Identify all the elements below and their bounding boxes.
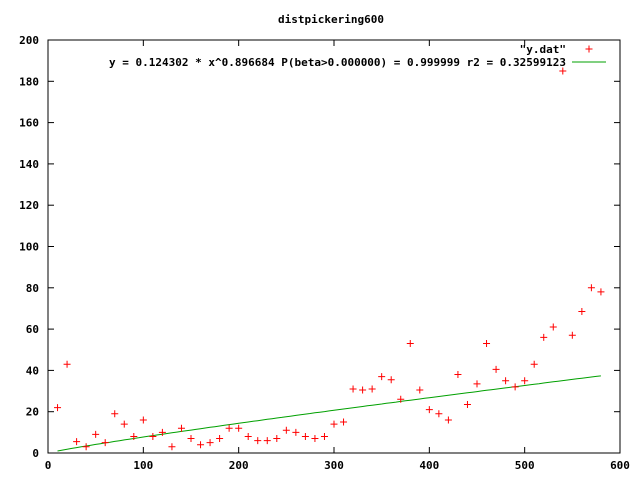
data-point — [111, 410, 119, 418]
data-point — [158, 428, 166, 436]
data-point — [378, 373, 386, 381]
data-point — [320, 432, 328, 440]
y-tick-label: 200 — [19, 34, 39, 47]
data-point — [511, 383, 519, 391]
y-tick-label: 180 — [19, 75, 39, 88]
data-point — [149, 432, 157, 440]
data-point — [82, 443, 90, 451]
y-tick-label: 160 — [19, 117, 39, 130]
data-point — [406, 340, 414, 348]
x-tick-label: 0 — [45, 459, 52, 472]
data-point — [492, 365, 500, 373]
data-point — [292, 428, 300, 436]
data-point — [206, 439, 214, 447]
legend-marker-points — [585, 45, 593, 53]
data-point — [187, 435, 195, 443]
data-point — [120, 420, 128, 428]
fit-curve — [57, 375, 601, 452]
data-point — [244, 432, 252, 440]
data-point — [397, 395, 405, 403]
data-point — [235, 424, 243, 432]
data-point — [483, 340, 491, 348]
data-point — [444, 416, 452, 424]
data-point — [425, 406, 433, 414]
x-tick-label: 300 — [324, 459, 344, 472]
data-point — [63, 360, 71, 368]
data-point — [568, 331, 576, 339]
data-point — [340, 418, 348, 426]
y-tick-label: 80 — [26, 282, 39, 295]
legend-label-fit: y = 0.124302 * x^0.896684 P(beta>0.00000… — [109, 56, 566, 69]
y-tick-label: 120 — [19, 199, 39, 212]
data-point — [101, 439, 109, 447]
data-point — [521, 377, 529, 385]
y-tick-label: 60 — [26, 323, 39, 336]
data-point — [197, 441, 205, 449]
x-tick-label: 600 — [610, 459, 630, 472]
y-tick-label: 100 — [19, 241, 39, 254]
data-point — [54, 404, 62, 412]
data-point — [578, 308, 586, 316]
data-points — [54, 67, 605, 451]
data-point — [349, 385, 357, 393]
data-point — [254, 437, 262, 445]
plot-frame — [47, 39, 621, 454]
legend: "y.dat" y = 0.124302 * x^0.896684 P(beta… — [109, 43, 606, 69]
data-point — [559, 67, 567, 75]
data-point — [311, 435, 319, 443]
data-point — [216, 435, 224, 443]
data-point — [473, 380, 481, 388]
x-tick-label: 200 — [229, 459, 249, 472]
data-point — [540, 333, 548, 341]
data-point — [597, 288, 605, 296]
data-point — [168, 443, 176, 451]
data-point — [359, 386, 367, 394]
data-point — [330, 420, 338, 428]
data-point — [435, 410, 443, 418]
fit-curve-layer — [57, 375, 601, 452]
y-tick-label: 140 — [19, 158, 39, 171]
data-point — [368, 385, 376, 393]
data-point — [587, 284, 595, 292]
data-point — [530, 360, 538, 368]
data-point — [549, 323, 557, 331]
data-point — [139, 416, 147, 424]
x-tick-label: 400 — [419, 459, 439, 472]
data-point — [177, 424, 185, 432]
data-point — [301, 432, 309, 440]
data-point — [225, 424, 233, 432]
data-point — [387, 376, 395, 384]
legend-plus-marker — [585, 45, 593, 53]
legend-label-points: "y.dat" — [520, 43, 566, 56]
x-tick-label: 100 — [133, 459, 153, 472]
axes — [47, 39, 621, 454]
data-point — [73, 438, 81, 446]
chart-title: distpickering600 — [278, 13, 384, 26]
data-point — [282, 426, 290, 434]
data-point — [463, 400, 471, 408]
data-point — [502, 377, 510, 385]
tick-labels: 0 100 200 300 400 500 600 0 20 40 60 80 100 120 140 160… — [19, 34, 630, 472]
data-point — [273, 435, 281, 443]
data-point — [454, 371, 462, 379]
data-point — [130, 432, 138, 440]
y-tick-label: 20 — [26, 406, 39, 419]
data-point — [263, 437, 271, 445]
data-point — [416, 386, 424, 394]
y-tick-label: 0 — [32, 447, 39, 460]
y-tick-label: 40 — [26, 364, 39, 377]
x-tick-label: 500 — [515, 459, 535, 472]
data-point — [92, 430, 100, 438]
